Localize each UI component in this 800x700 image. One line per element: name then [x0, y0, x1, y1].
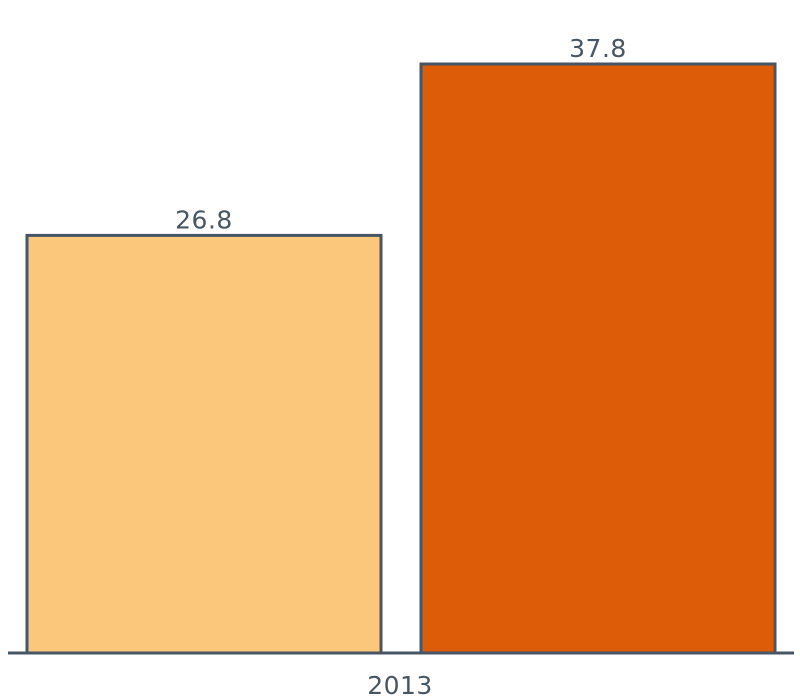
data-label-series-2: 37.8 [569, 34, 627, 63]
bar-series-2 [419, 62, 777, 655]
data-label-series-1: 26.8 [175, 205, 233, 234]
bar-series-1 [25, 233, 383, 655]
data-labels-layer: 26.8 37.8 [175, 34, 627, 234]
bars-layer [25, 62, 777, 655]
x-tick-label-2013: 2013 [367, 671, 433, 700]
